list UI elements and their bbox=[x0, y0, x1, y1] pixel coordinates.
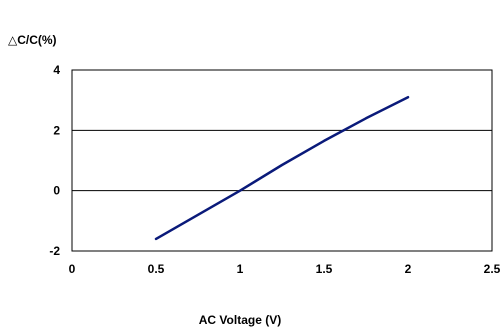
x-tick-label: 2.5 bbox=[484, 262, 501, 276]
plot-frame bbox=[71, 69, 493, 252]
y-tick-labels: 4 2 0 -2 bbox=[49, 63, 60, 258]
x-axis-label: AC Voltage (V) bbox=[199, 313, 281, 327]
x-tick-label: 1.5 bbox=[316, 262, 333, 276]
y-tick-label: 4 bbox=[53, 63, 60, 77]
series-layer bbox=[154, 95, 410, 241]
gridlines bbox=[72, 129, 492, 192]
x-tick-label: 0 bbox=[69, 262, 76, 276]
series-line bbox=[154, 95, 410, 241]
x-tick-label: 0.5 bbox=[148, 262, 165, 276]
y-tick-label: 2 bbox=[53, 123, 60, 137]
y-tick-label: 0 bbox=[53, 184, 60, 198]
x-tick-labels: 0 0.5 1 1.5 2 2.5 bbox=[69, 262, 501, 276]
y-tick-label: -2 bbox=[49, 244, 60, 258]
y-axis-label: △C/C(%) bbox=[8, 33, 57, 47]
x-tick-label: 1 bbox=[237, 262, 244, 276]
x-tick-label: 2 bbox=[405, 262, 412, 276]
